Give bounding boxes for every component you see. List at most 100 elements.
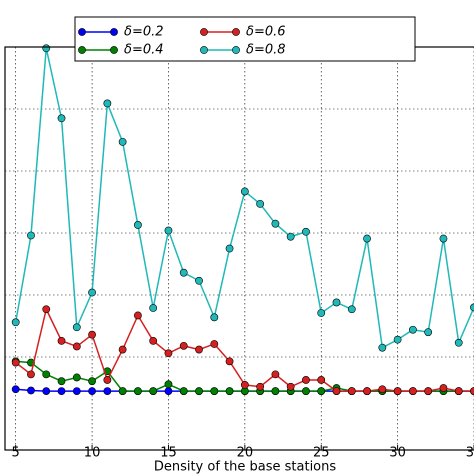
data-point <box>302 376 310 384</box>
data-point <box>256 382 265 391</box>
data-point <box>42 305 51 314</box>
data-point <box>271 370 280 379</box>
data-point <box>225 387 234 395</box>
x-tick-label: 25 <box>313 446 330 461</box>
legend-label: δ=0.8 <box>246 43 286 58</box>
data-point <box>103 99 112 108</box>
data-point <box>134 387 142 395</box>
x-tick-label: 10 <box>84 446 101 461</box>
data-point <box>424 328 433 337</box>
data-point <box>347 387 356 395</box>
data-point <box>256 199 265 208</box>
data-point <box>118 387 127 395</box>
data-point <box>179 268 188 277</box>
data-point <box>225 357 234 366</box>
data-point <box>271 219 280 228</box>
data-point <box>347 305 356 314</box>
legend-marker <box>232 46 240 54</box>
data-point <box>72 373 81 382</box>
data-point <box>286 382 295 391</box>
data-point <box>11 385 20 394</box>
data-point <box>302 227 310 236</box>
data-point <box>363 234 371 243</box>
data-point <box>317 309 326 317</box>
data-point <box>317 387 326 395</box>
data-point <box>225 244 234 253</box>
legend-label: δ=0.4 <box>124 43 164 58</box>
data-point <box>57 377 66 386</box>
data-point <box>164 226 173 235</box>
data-point <box>363 387 371 395</box>
plot-area <box>5 44 474 450</box>
data-point <box>149 336 158 345</box>
legend-marker <box>110 28 118 36</box>
legend-marker <box>200 28 208 36</box>
legend-marker <box>78 46 86 54</box>
data-point <box>332 298 341 307</box>
data-point <box>408 325 417 334</box>
data-point <box>11 318 20 327</box>
data-point <box>72 387 81 395</box>
data-point <box>88 387 96 395</box>
data-point <box>42 387 51 395</box>
data-point <box>302 387 310 395</box>
data-point <box>454 387 463 395</box>
data-point <box>57 387 66 395</box>
x-tick-label: 35 <box>466 446 474 461</box>
data-point <box>88 288 96 297</box>
legend-label: δ=0.6 <box>246 25 286 40</box>
data-point <box>42 370 51 379</box>
data-point <box>134 311 142 320</box>
data-point <box>378 385 387 394</box>
data-point <box>164 380 173 389</box>
legend-marker <box>78 28 86 36</box>
x-tick-label: 30 <box>389 446 406 461</box>
x-tick-label: 20 <box>237 446 254 461</box>
data-point <box>164 387 173 395</box>
data-point <box>27 370 35 379</box>
x-tick-label: 15 <box>160 446 177 461</box>
data-point <box>57 336 66 345</box>
data-point <box>149 304 158 312</box>
data-point <box>378 343 387 352</box>
data-point <box>195 387 203 395</box>
data-point <box>118 345 127 354</box>
data-point <box>179 387 188 395</box>
data-point <box>240 187 249 196</box>
data-point <box>27 386 35 395</box>
data-point <box>179 341 188 350</box>
data-point <box>164 349 173 358</box>
data-point <box>118 137 127 146</box>
data-point <box>57 114 66 123</box>
data-point <box>210 387 219 395</box>
data-point <box>393 335 402 344</box>
data-point <box>103 376 112 384</box>
data-point <box>72 342 81 351</box>
legend-marker <box>200 46 208 54</box>
data-point <box>439 384 448 392</box>
x-tick-label: 5 <box>12 446 20 461</box>
data-point <box>286 232 295 241</box>
legend: δ=0.2 δ=0.4 δ=0.6 δ=0.8 <box>74 16 416 62</box>
data-point <box>195 345 203 354</box>
data-point <box>210 313 219 322</box>
data-point <box>42 44 51 53</box>
data-point <box>88 330 96 339</box>
legend-marker <box>110 46 118 54</box>
data-point <box>149 387 158 395</box>
data-point <box>271 387 280 395</box>
data-point <box>317 376 326 384</box>
data-point <box>408 387 417 395</box>
data-point <box>454 338 463 347</box>
data-point <box>11 358 20 367</box>
data-point <box>195 276 203 285</box>
data-point <box>88 377 96 386</box>
data-point <box>240 380 249 389</box>
legend-label: δ=0.2 <box>124 25 164 40</box>
legend-box <box>74 16 416 62</box>
data-point <box>332 387 341 395</box>
data-point <box>424 387 433 395</box>
data-point <box>393 387 402 395</box>
